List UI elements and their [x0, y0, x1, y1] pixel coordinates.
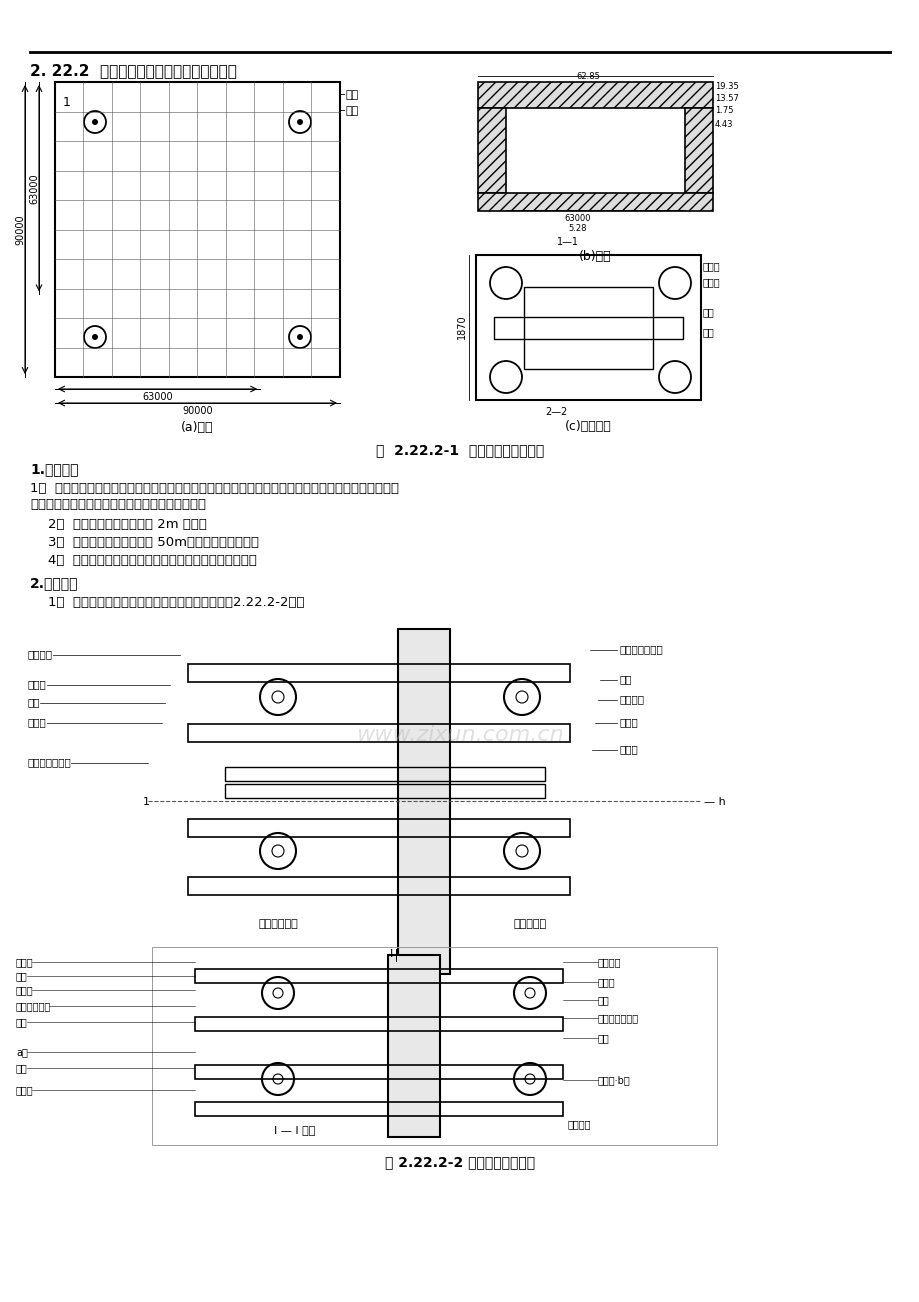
Text: 自提油缸: 自提油缸	[597, 957, 621, 967]
Text: 管柱: 管柱	[16, 971, 28, 980]
Circle shape	[92, 335, 98, 340]
Text: 90000: 90000	[182, 406, 212, 417]
Bar	[187, 664, 570, 682]
Text: 5.28: 5.28	[568, 224, 586, 233]
Text: 导校板: 导校板	[16, 957, 34, 967]
Text: 螺杆: 螺杆	[16, 1062, 28, 1073]
Text: 十字架悬臂定: 十字架悬臂定	[16, 1001, 51, 1010]
Circle shape	[297, 118, 302, 125]
Text: 对顶螺杆: 对顶螺杆	[619, 694, 644, 704]
Text: 钢柱胶: 钢柱胶	[702, 277, 720, 286]
Text: 导轨板: 导轨板	[702, 260, 720, 271]
Text: 19.35: 19.35	[714, 82, 738, 91]
Text: 对销螺杆: 对销螺杆	[567, 1118, 591, 1129]
Text: 63000: 63000	[142, 392, 173, 402]
Text: 1870: 1870	[457, 315, 467, 340]
Text: 3）  拼装时，网架中部起拱 50m，支座处未做处理。: 3） 拼装时，网架中部起拱 50m，支座处未做处理。	[48, 536, 259, 549]
Bar	[524, 286, 652, 368]
Text: (a)平面: (a)平面	[180, 421, 213, 434]
Text: 主顶: 主顶	[619, 674, 632, 684]
Bar	[225, 767, 544, 781]
Text: 63000: 63000	[564, 214, 591, 223]
Text: 十字梁处平面: 十字梁处平面	[258, 919, 298, 930]
Text: 2.顶升设备: 2.顶升设备	[30, 575, 78, 590]
Text: I — I 部面: I — I 部面	[274, 1125, 315, 1135]
Text: 4）  网架拼成后，即按要求将围护结构及设备安装上去。: 4） 网架拼成后，即按要求将围护结构及设备安装上去。	[48, 553, 256, 566]
Bar	[187, 878, 570, 894]
Bar	[195, 1101, 562, 1116]
Text: 柱子: 柱子	[346, 105, 358, 116]
Text: 主顶: 主顶	[597, 995, 609, 1005]
Text: 下横梁的悬臂架: 下横梁的悬臂架	[597, 1013, 639, 1023]
Text: 上小架: 上小架	[16, 1085, 34, 1095]
Text: 4.43: 4.43	[714, 120, 732, 129]
Bar	[195, 1065, 562, 1079]
Text: 1: 1	[142, 797, 150, 807]
Text: 2. 22.2  操作工艺（四支点网架整体顶升）: 2. 22.2 操作工艺（四支点网架整体顶升）	[30, 62, 236, 78]
Bar	[478, 82, 712, 108]
Bar	[225, 784, 544, 798]
Text: (c)牛腿设置: (c)牛腿设置	[564, 421, 611, 434]
Bar	[475, 255, 700, 400]
Bar	[685, 108, 712, 193]
Bar	[388, 954, 439, 1137]
Bar	[55, 82, 340, 378]
Text: 横梁处平面: 横梁处平面	[513, 919, 546, 930]
Circle shape	[297, 335, 302, 340]
Bar	[478, 108, 505, 193]
Text: 螺杆: 螺杆	[28, 697, 40, 707]
Text: 十字架: 十字架	[16, 986, 34, 995]
Text: www.zixun.com.cn: www.zixun.com.cn	[356, 725, 563, 745]
Text: a垫: a垫	[16, 1047, 28, 1057]
Text: 上小梁: 上小梁	[619, 743, 638, 754]
Text: 1）  顶升时，一个支柱处各部位的结构组装见图（2.22.2-2）。: 1） 顶升时，一个支柱处各部位的结构组装见图（2.22.2-2）。	[48, 596, 304, 609]
Text: 十字梁: 十字梁	[28, 717, 47, 727]
Bar	[398, 629, 449, 974]
Text: 图 2.22.2-2 网架顶升组装示意: 图 2.22.2-2 网架顶升组装示意	[384, 1155, 535, 1169]
Bar	[152, 947, 716, 1144]
Bar	[187, 819, 570, 837]
Text: (b)剖面: (b)剖面	[578, 250, 610, 263]
Bar	[195, 1017, 562, 1031]
Text: 下小梁: 下小梁	[28, 680, 47, 689]
Text: 1: 1	[62, 96, 71, 109]
Text: 1.网架拼装: 1.网架拼装	[30, 462, 78, 477]
Bar	[187, 724, 570, 742]
Text: 牛腿: 牛腿	[702, 327, 714, 337]
Text: 2）  地面上拼装墩的高度是 2m 左右。: 2） 地面上拼装墩的高度是 2m 左右。	[48, 518, 207, 531]
Text: 泵轴: 泵轴	[16, 1017, 28, 1027]
Text: 90000: 90000	[15, 215, 25, 245]
Text: 网架: 网架	[346, 90, 358, 100]
Text: 架支承在搁置于第一级牛腿的小梁上的条件确定。: 架支承在搁置于第一级牛腿的小梁上的条件确定。	[30, 497, 206, 510]
Text: 1—1: 1—1	[556, 237, 578, 247]
Text: 62.85: 62.85	[575, 72, 599, 81]
Bar	[195, 969, 562, 983]
Text: 滚墩: 滚墩	[597, 1032, 609, 1043]
Text: 63000: 63000	[29, 173, 39, 203]
Text: — h: — h	[703, 797, 725, 807]
Text: 13.57: 13.57	[714, 94, 738, 103]
Text: 下小梁·b垫: 下小梁·b垫	[597, 1075, 630, 1085]
Bar	[478, 193, 712, 211]
Text: 2—2: 2—2	[544, 408, 566, 417]
Text: 图  2.22.2-1  四支点网架整体顶升: 图 2.22.2-1 四支点网架整体顶升	[376, 443, 543, 457]
Bar	[494, 316, 682, 339]
Text: 上横梁: 上横梁	[619, 717, 638, 727]
Circle shape	[92, 118, 98, 125]
Text: 1）  就地进行大拼，拼成整个网架，拼装平面位置就是网架在水平面上的正投影位置。高度由拼成后网: 1） 就地进行大拼，拼成整个网架，拼装平面位置就是网架在水平面上的正投影位置。高…	[30, 482, 399, 495]
Text: 1.75: 1.75	[714, 105, 732, 115]
Text: 自提油缸: 自提油缸	[28, 648, 53, 659]
Text: 缆条: 缆条	[702, 307, 714, 316]
Text: 下横梁: 下横梁	[597, 976, 615, 987]
Text: 十字梁的悬臂梁: 十字梁的悬臂梁	[28, 756, 72, 767]
Text: I: I	[390, 949, 392, 960]
Text: 下横梁的悬臂架: 下横梁的悬臂架	[619, 644, 663, 654]
